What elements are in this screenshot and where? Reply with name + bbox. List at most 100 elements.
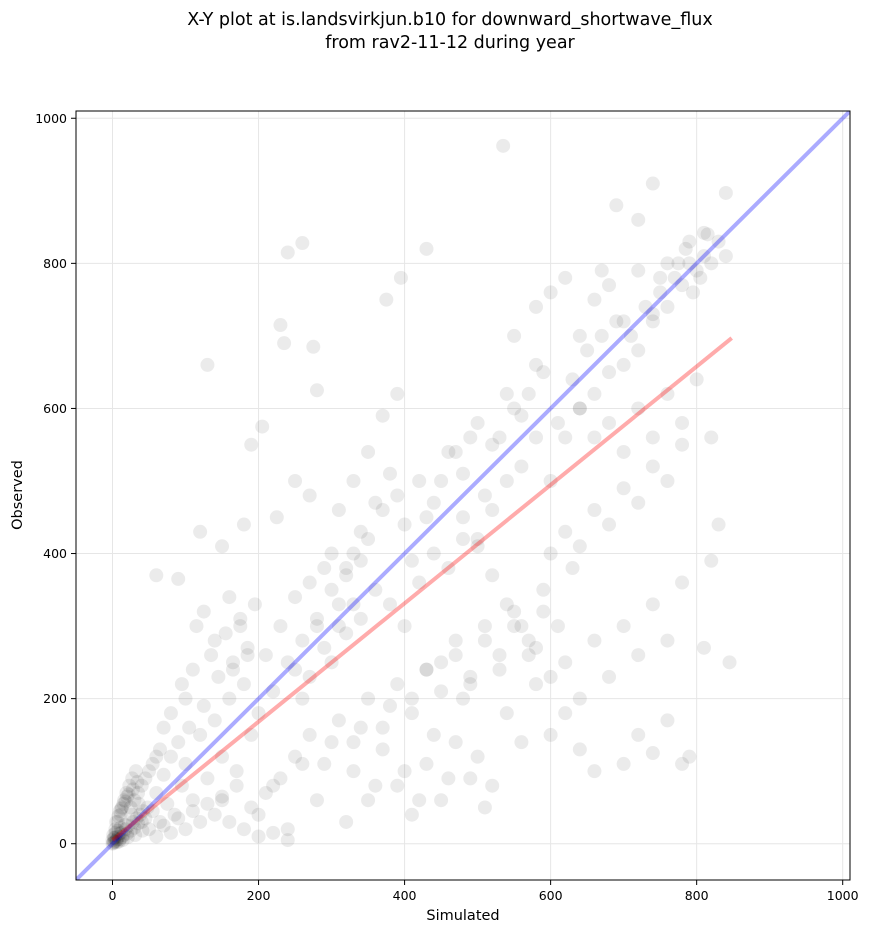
data-point-217 [499, 386, 514, 401]
data-point-352 [106, 830, 121, 845]
plot-frame [75, 110, 851, 881]
data-point-275 [616, 481, 631, 496]
data-point-75 [288, 590, 303, 605]
data-point-255 [324, 582, 339, 597]
data-point-32 [110, 814, 125, 829]
data-point-41 [145, 804, 160, 819]
data-point-9 [121, 818, 136, 833]
data-point-314 [196, 604, 211, 619]
data-point-377 [390, 677, 405, 692]
data-point-8 [120, 826, 135, 841]
data-point-19 [140, 800, 155, 815]
data-point-111 [550, 415, 565, 430]
data-point-302 [375, 742, 390, 757]
data-point-182 [558, 706, 573, 721]
data-point-135 [700, 227, 715, 242]
data-point-139 [671, 256, 686, 271]
data-point-86 [368, 582, 383, 597]
data-point-130 [689, 263, 704, 278]
data-point-374 [346, 735, 361, 750]
data-point-160 [543, 727, 558, 742]
data-point-265 [507, 604, 522, 619]
data-point-222 [339, 561, 354, 576]
data-point-201 [645, 176, 660, 191]
data-point-330 [109, 814, 124, 829]
data-point-70 [251, 706, 266, 721]
data-point-186 [499, 597, 514, 612]
data-point-98 [456, 532, 470, 547]
data-point-38 [125, 771, 140, 786]
data-point-40 [142, 822, 157, 837]
data-point-259 [353, 553, 368, 568]
data-point-167 [645, 597, 660, 612]
data-point-369 [536, 604, 551, 619]
data-point-66 [225, 655, 240, 670]
data-point-329 [156, 720, 171, 735]
data-point-181 [572, 742, 587, 757]
data-point-168 [660, 633, 675, 648]
data-point-162 [572, 691, 587, 706]
y-tick-label-0: 0 [59, 836, 67, 851]
data-point-112 [558, 430, 573, 445]
data-point-294 [572, 328, 587, 343]
data-point-189 [456, 510, 470, 525]
data-point-155 [470, 749, 485, 764]
data-point-84 [353, 611, 368, 626]
data-point-134 [718, 249, 733, 264]
data-point-53 [200, 771, 215, 786]
data-point-25 [120, 830, 135, 845]
data-point-344 [178, 822, 193, 837]
data-point-22 [112, 826, 127, 841]
data-point-125 [653, 285, 668, 300]
data-point-333 [120, 789, 135, 804]
data-point-133 [711, 234, 726, 249]
data-point-252 [302, 669, 317, 684]
data-point-207 [660, 256, 675, 271]
data-point-147 [353, 720, 368, 735]
data-point-129 [682, 256, 697, 271]
data-point-322 [142, 764, 157, 779]
data-point-361 [419, 662, 434, 677]
data-point-34 [115, 800, 130, 815]
data-point-260 [434, 655, 449, 670]
y-tick-label-600: 600 [43, 401, 67, 416]
data-point-338 [125, 782, 140, 797]
data-point-154 [456, 691, 470, 706]
data-point-332 [116, 796, 131, 811]
data-point-108 [529, 430, 544, 445]
data-point-221 [331, 503, 346, 518]
data-point-312 [182, 720, 197, 735]
x-tick-label-600: 600 [539, 888, 563, 903]
data-point-187 [485, 568, 500, 583]
data-point-43 [152, 814, 167, 829]
data-point-334 [111, 809, 126, 824]
data-point-103 [492, 430, 507, 445]
data-point-17 [136, 804, 151, 819]
data-point-232 [229, 778, 244, 793]
data-point-320 [127, 793, 142, 808]
data-point-67 [233, 611, 248, 626]
data-point-289 [704, 430, 719, 445]
y-tick-label-400: 400 [43, 546, 67, 561]
data-point-174 [675, 756, 690, 771]
data-point-247 [269, 510, 284, 525]
data-point-214 [456, 466, 470, 481]
data-point-216 [485, 437, 500, 452]
data-point-145 [324, 735, 339, 750]
data-point-343 [171, 811, 186, 826]
data-point-263 [477, 619, 492, 634]
data-point-58 [236, 677, 251, 692]
data-point-256 [331, 619, 346, 634]
data-point-56 [222, 691, 237, 706]
data-point-24 [117, 817, 132, 832]
data-point-77 [302, 575, 317, 590]
data-point-242 [193, 524, 208, 539]
data-point-277 [645, 459, 660, 474]
data-point-5 [114, 825, 129, 840]
data-point-172 [645, 746, 660, 761]
data-point-339 [130, 775, 145, 790]
data-point-353 [107, 835, 122, 850]
data-point-158 [514, 735, 529, 750]
data-point-323 [149, 749, 164, 764]
data-point-196 [309, 383, 324, 398]
